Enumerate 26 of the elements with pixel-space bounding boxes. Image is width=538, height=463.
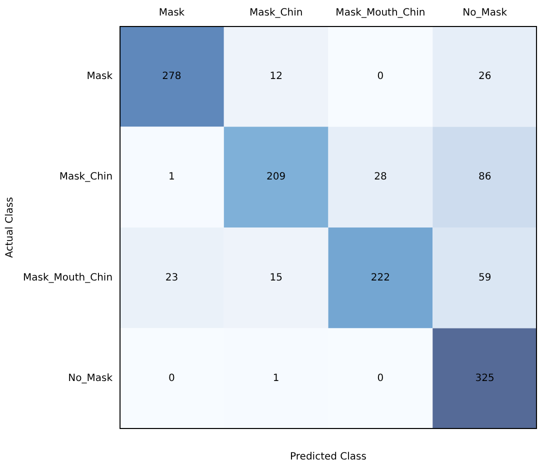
data-label: 15 (270, 272, 282, 284)
data-label: 278 (162, 70, 182, 82)
data-label: 26 (478, 70, 492, 82)
x-tick-label: Mask_Mouth_Chin (336, 8, 426, 19)
data-label: 86 (478, 172, 492, 183)
x-tick-label: Mask (158, 8, 185, 19)
data-label: 59 (478, 272, 492, 284)
data-label: 1 (168, 172, 175, 183)
y-tick-label: Mask_Mouth_Chin (22, 272, 113, 284)
data-label: 0 (168, 373, 175, 384)
y-tick-label: No_Mask (68, 373, 113, 384)
data-label: 0 (377, 70, 384, 82)
y-tick-label: Mask (86, 70, 113, 82)
x-axis-title: Predicted Class (290, 452, 366, 463)
data-label: 12 (270, 70, 282, 82)
data-label: 325 (475, 373, 494, 384)
data-label: 222 (370, 272, 390, 284)
data-label: 209 (266, 172, 286, 183)
data-label: 28 (374, 172, 387, 183)
data-label: 0 (377, 373, 384, 384)
x-tick-label: No_Mask (462, 8, 508, 19)
y-axis-title: Actual Class (4, 197, 16, 258)
data-label: 23 (165, 272, 178, 284)
x-tick-label: Mask_Chin (249, 8, 303, 19)
y-tick-label: Mask_Chin (59, 172, 113, 183)
data-label: 1 (272, 373, 280, 384)
